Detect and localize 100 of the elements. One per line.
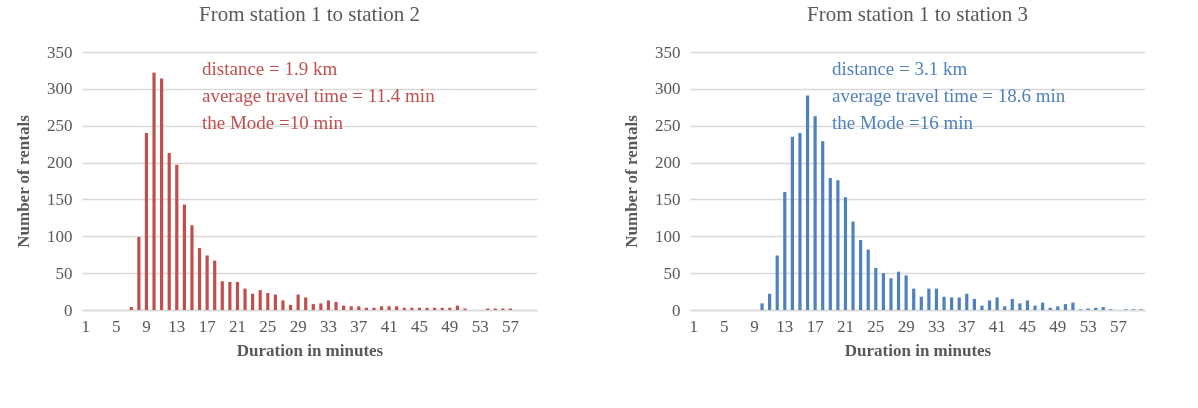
x-tick-label: 41	[380, 316, 398, 336]
bar	[866, 249, 870, 310]
bar	[1010, 298, 1014, 310]
bar	[334, 301, 338, 310]
x-tick-label: 57	[1109, 316, 1128, 336]
x-tick-label: 13	[168, 316, 186, 336]
bar	[395, 306, 399, 310]
x-tick-label: 37	[958, 316, 976, 336]
bar	[927, 288, 931, 310]
bar	[889, 278, 893, 310]
y-tick-label: 300	[47, 79, 73, 99]
bar	[372, 307, 376, 310]
y-axis-title: Number of rentals	[622, 114, 641, 248]
bar	[942, 296, 946, 310]
x-tick-label: 5	[111, 316, 121, 336]
bar	[843, 197, 848, 310]
bar	[1063, 304, 1067, 310]
x-tick-label: 21	[228, 316, 246, 336]
x-tick-label: 1	[689, 316, 699, 336]
bar	[859, 239, 863, 310]
bar	[987, 300, 992, 310]
x-tick-label: 29	[289, 316, 307, 336]
bar	[950, 297, 954, 310]
bar	[1018, 303, 1022, 310]
x-tick-label: 33	[927, 316, 945, 336]
bar	[904, 275, 908, 310]
y-tick-label: 200	[655, 153, 681, 173]
x-tick-label: 45	[410, 316, 428, 336]
bar	[805, 95, 810, 310]
bar	[980, 305, 984, 310]
y-tick-label: 100	[655, 226, 681, 246]
bar	[228, 281, 232, 310]
bar	[934, 288, 939, 310]
y-tick-label: 50	[55, 263, 73, 283]
bar	[304, 297, 308, 310]
annotation: average travel time = 18.6 min	[832, 85, 1066, 106]
annotation: the Mode =16 min	[832, 112, 974, 133]
bar	[1025, 300, 1030, 310]
chart-title: From station 1 to station 3	[806, 2, 1029, 26]
bar	[326, 300, 331, 310]
bar	[129, 307, 133, 310]
y-tick-label: 250	[47, 116, 73, 136]
x-tick-label: 37	[350, 316, 368, 336]
bar	[319, 303, 323, 310]
bar	[349, 306, 353, 310]
x-tick-label: 33	[319, 316, 337, 336]
bar	[912, 288, 916, 310]
bar	[296, 294, 300, 310]
bar	[836, 180, 840, 310]
x-tick-label: 41	[988, 316, 1006, 336]
x-tick-label: 13	[776, 316, 794, 336]
bar	[1033, 305, 1037, 310]
bar	[790, 136, 794, 310]
x-tick-label: 5	[719, 316, 729, 336]
bar	[919, 296, 923, 310]
bar	[775, 255, 779, 310]
y-tick-label: 250	[655, 116, 681, 136]
bar	[182, 204, 186, 310]
bar	[281, 300, 285, 310]
annotation: distance = 1.9 km	[202, 58, 338, 79]
bar	[1071, 302, 1075, 310]
bar	[821, 141, 825, 310]
bar	[137, 237, 141, 310]
bar	[243, 288, 247, 310]
annotation: distance = 3.1 km	[832, 58, 968, 79]
bar	[160, 78, 164, 310]
x-tick-label: 17	[806, 316, 825, 336]
x-tick-label: 25	[867, 316, 885, 336]
bar	[851, 221, 855, 310]
y-tick-label: 200	[47, 153, 73, 173]
bar	[152, 72, 156, 310]
x-axis-title: Duration in minutes	[844, 340, 992, 360]
bar	[379, 306, 384, 310]
bar	[783, 192, 787, 310]
bar	[1056, 306, 1060, 310]
x-tick-label: 53	[1079, 316, 1097, 336]
x-tick-label: 29	[897, 316, 915, 336]
bar	[881, 273, 885, 310]
bar	[175, 164, 179, 310]
bar	[205, 255, 209, 310]
x-tick-label: 25	[259, 316, 277, 336]
y-tick-label: 50	[663, 263, 681, 283]
bar	[220, 281, 224, 310]
bar	[251, 293, 255, 310]
bar	[213, 260, 217, 310]
bar	[425, 307, 429, 310]
bar	[896, 271, 901, 310]
bar	[798, 133, 802, 310]
y-tick-label: 100	[47, 226, 73, 246]
annotation: average travel time = 11.4 min	[202, 85, 436, 106]
x-tick-label: 45	[1018, 316, 1036, 336]
bar	[1101, 307, 1105, 310]
bar	[768, 293, 772, 310]
x-tick-label: 53	[471, 316, 489, 336]
y-axis-title: Number of rentals	[14, 114, 33, 248]
x-tick-label: 17	[198, 316, 217, 336]
bar	[972, 298, 976, 310]
annotation: the Mode =10 min	[202, 112, 344, 133]
bar	[957, 297, 961, 310]
y-tick-label: 0	[64, 300, 73, 320]
